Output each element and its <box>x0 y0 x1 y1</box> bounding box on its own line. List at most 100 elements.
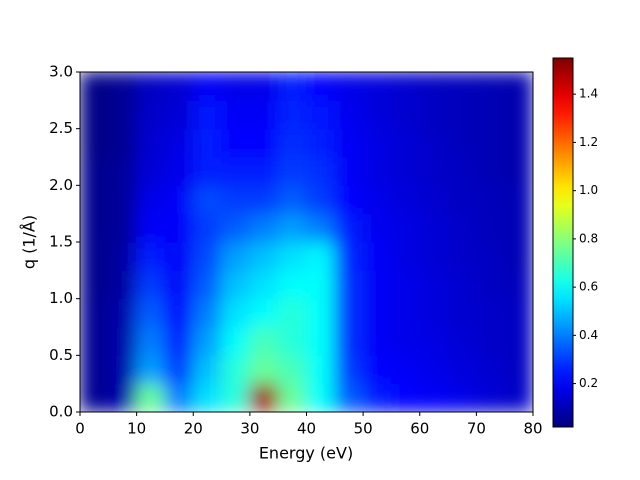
heatmap-cell <box>475 298 506 328</box>
heatmap-cell <box>107 99 138 130</box>
heatmap-cell <box>164 156 194 186</box>
heatmap-cell <box>249 241 279 271</box>
heatmap-cell <box>362 99 392 130</box>
heatmap <box>80 72 533 412</box>
heatmap-cell <box>419 383 449 412</box>
heatmap-cell <box>362 184 392 215</box>
heatmap-cell <box>249 128 279 158</box>
heatmap-cell <box>334 128 364 158</box>
heatmap-cell <box>390 72 421 101</box>
heatmap-cell <box>362 241 392 271</box>
heatmap-cell <box>419 184 449 215</box>
heatmap-cell <box>419 354 449 385</box>
heatmap-cell <box>447 156 477 186</box>
heatmap-cell <box>390 213 421 243</box>
heatmap-cell <box>475 383 506 412</box>
heatmap-cell <box>306 241 336 271</box>
heatmap-cell <box>107 241 138 271</box>
heatmap-cell <box>504 99 533 130</box>
heatmap-cell <box>164 269 194 300</box>
heatmap-cell <box>504 354 533 385</box>
heatmap-cell <box>306 99 336 130</box>
heatmap-cell <box>504 298 533 328</box>
heatmap-cell <box>107 383 138 412</box>
heatmap-cell <box>136 72 166 101</box>
heatmap-cell <box>249 354 279 385</box>
heatmap-cell <box>80 326 109 356</box>
heatmap-cell <box>164 354 194 385</box>
heatmap-cell <box>221 269 251 300</box>
heatmap-cell <box>107 298 138 328</box>
heatmap-cell <box>475 184 506 215</box>
heatmap-cell <box>306 354 336 385</box>
colorbar-tick-label: 0.2 <box>579 376 598 390</box>
heatmap-cell <box>475 241 506 271</box>
heatmap-cell <box>80 128 109 158</box>
heatmap-cell <box>164 99 194 130</box>
heatmap-cells <box>80 72 533 412</box>
heatmap-cell <box>504 326 533 356</box>
heatmap-cell <box>80 241 109 271</box>
heatmap-cell <box>192 128 223 158</box>
heatmap-cell <box>80 184 109 215</box>
heatmap-cell <box>249 99 279 130</box>
heatmap-cell <box>107 72 138 101</box>
heatmap-cell <box>80 156 109 186</box>
heatmap-cell <box>419 128 449 158</box>
colorbar-tick-label: 1.2 <box>579 135 598 149</box>
x-tick-label: 50 <box>354 420 373 438</box>
heatmap-cell <box>192 156 223 186</box>
x-tick-label: 20 <box>184 420 203 438</box>
heatmap-cell <box>221 241 251 271</box>
heatmap-cell <box>164 213 194 243</box>
heatmap-cell <box>107 354 138 385</box>
heatmap-cell <box>390 99 421 130</box>
heatmap-cell <box>277 213 307 243</box>
heatmap-cell <box>334 241 364 271</box>
heatmap-cell <box>306 128 336 158</box>
heatmap-cell <box>249 213 279 243</box>
x-tick-label: 10 <box>127 420 146 438</box>
heatmap-cell <box>164 326 194 356</box>
heatmap-cell <box>192 99 223 130</box>
heatmap-cell <box>504 241 533 271</box>
heatmap-cell <box>447 326 477 356</box>
heatmap-cell <box>390 269 421 300</box>
heatmap-cell <box>221 72 251 101</box>
y-tick-label: 0.5 <box>49 346 73 364</box>
y-tick-label: 1.5 <box>49 233 73 251</box>
heatmap-cell <box>192 383 223 412</box>
heatmap-cell <box>419 99 449 130</box>
heatmap-cell <box>475 156 506 186</box>
x-tick-label: 80 <box>523 420 542 438</box>
heatmap-cell <box>504 72 533 101</box>
heatmap-cell <box>277 128 307 158</box>
heatmap-cell <box>447 241 477 271</box>
heatmap-cell <box>136 298 166 328</box>
heatmap-cell <box>334 269 364 300</box>
heatmap-cell <box>390 128 421 158</box>
y-axis-label: q (1/Å) <box>20 215 39 269</box>
heatmap-cell <box>136 354 166 385</box>
heatmap-cell <box>447 184 477 215</box>
x-axis-label: Energy (eV) <box>259 444 353 463</box>
heatmap-cell <box>107 326 138 356</box>
heatmap-cell <box>136 269 166 300</box>
heatmap-cell <box>136 184 166 215</box>
heatmap-cell <box>362 269 392 300</box>
heatmap-cell <box>504 269 533 300</box>
x-tick-label: 0 <box>75 420 85 438</box>
colorbar-tick-label: 1.4 <box>579 87 598 101</box>
heatmap-cell <box>362 213 392 243</box>
heatmap-cell <box>334 156 364 186</box>
heatmap-cell <box>221 128 251 158</box>
heatmap-cell <box>277 156 307 186</box>
heatmap-cell <box>249 72 279 101</box>
heatmap-cell <box>221 99 251 130</box>
heatmap-cell <box>334 354 364 385</box>
x-tick-label: 60 <box>410 420 429 438</box>
heatmap-cell <box>362 72 392 101</box>
y-tick-label: 2.0 <box>49 176 73 194</box>
heatmap-cell <box>80 99 109 130</box>
colorbar <box>552 57 574 428</box>
